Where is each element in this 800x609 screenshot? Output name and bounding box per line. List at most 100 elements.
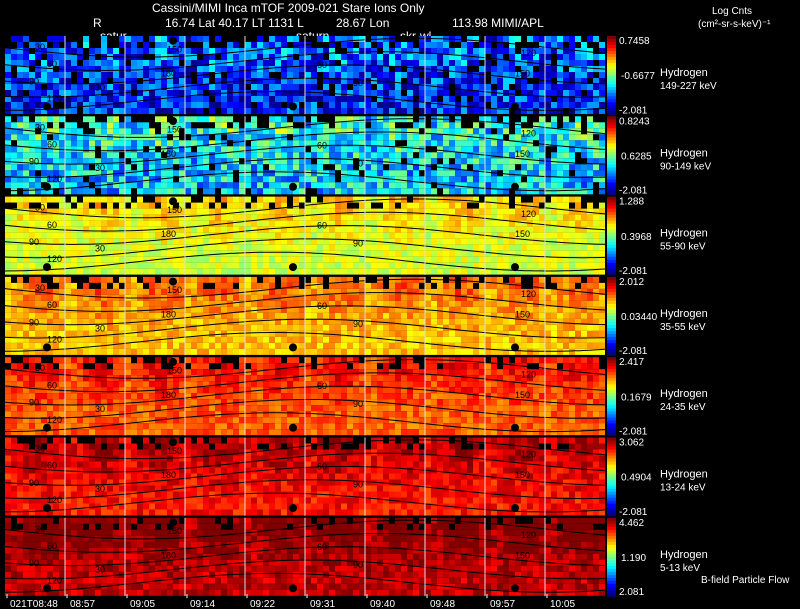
contour-label: 90: [29, 237, 39, 247]
pole-marker: [169, 357, 177, 366]
pole-marker: [511, 423, 519, 432]
contour-label: 30: [95, 404, 105, 414]
contour-label: 30: [35, 203, 45, 213]
energy-label: 90-149 keV: [660, 161, 711, 172]
contour-label: 60: [317, 60, 327, 70]
contour-label: 150: [167, 44, 182, 54]
contour-label: 60: [317, 542, 327, 552]
pole-marker: [511, 504, 519, 512]
contour-label: 30: [35, 283, 45, 293]
contour-label: 120: [521, 530, 536, 540]
contour-label: 150: [515, 390, 530, 400]
contour-label: 90: [353, 399, 363, 409]
colorbar-mid: 1.190: [621, 553, 646, 564]
contour-label: 60: [317, 221, 327, 231]
colorbar-7: 4.462 1.190 2.081: [607, 517, 646, 598]
contour-label: 150: [515, 470, 530, 480]
pole-marker: [289, 102, 297, 111]
colorbar-min: -2.081: [619, 346, 648, 357]
contour-label: 30: [35, 122, 45, 132]
panel-6: 3060901201501803060901201503.0620.4904-2…: [4, 437, 708, 518]
contour-label: 120: [521, 289, 536, 299]
colorbar-units-title: Log Cnts: [712, 6, 753, 17]
contour-label: 180: [161, 470, 176, 480]
colorbar-mid: 0.1679: [621, 392, 652, 403]
r-label: R: [93, 16, 102, 30]
species-label: Hydrogen: [660, 228, 708, 240]
pole-marker: [289, 584, 297, 593]
contour-label: 30: [35, 444, 45, 454]
bfield-legend: B-field Particle Flow: [701, 575, 790, 586]
colorbar-max: 0.7458: [619, 36, 650, 47]
colorbar-mid: 0.3968: [621, 232, 652, 243]
chart-title: Cassini/MIMI Inca mTOF 2009-021 Stare Io…: [152, 1, 425, 15]
pole-marker: [511, 263, 519, 272]
contour-label: 90: [353, 78, 363, 88]
contour-label: 60: [47, 59, 57, 69]
energy-label: 13-24 keV: [660, 483, 706, 494]
x-tick-label: 09:48: [430, 599, 455, 609]
contour-label: 90: [29, 317, 39, 327]
contour-label: 150: [515, 69, 530, 79]
colorbar-2: 0.8243 0.6285 -2.081: [607, 116, 652, 197]
colorbar-min: -2.081: [619, 266, 648, 277]
contour-label: 150: [515, 310, 530, 320]
contour-label: 120: [521, 209, 536, 219]
pole-marker: [43, 182, 51, 191]
contour-label: 30: [95, 484, 105, 494]
pole-marker: [169, 197, 177, 206]
contour-label: 30: [35, 42, 45, 52]
pole-marker: [289, 423, 297, 432]
contour-label: 30: [35, 524, 45, 534]
species-label: Hydrogen: [660, 308, 708, 320]
colorbar-3: 1.288 0.3968 -2.081: [607, 196, 652, 277]
pole-marker: [43, 584, 51, 593]
x-tick-label: 09:31: [310, 599, 335, 609]
contour-label: 150: [167, 366, 182, 376]
species-label: Hydrogen: [660, 147, 708, 159]
colorbar-max: 2.417: [619, 357, 644, 368]
x-tick-label: 09:14: [190, 599, 215, 609]
contour-label: 60: [47, 380, 57, 390]
contour-label: 60: [317, 140, 327, 150]
contour-label: 60: [47, 220, 57, 230]
colorbar-4: 2.012 0.03440 -2.081: [607, 276, 658, 357]
lon2-readout: 113.98 MIMI/APL: [452, 16, 544, 30]
pole-marker: [169, 36, 177, 45]
contour-label: 90: [29, 398, 39, 408]
contour-label: 30: [95, 565, 105, 575]
contour-label: 180: [161, 310, 176, 320]
contour-label: 120: [47, 335, 62, 345]
contour-label: 180: [161, 149, 176, 159]
pole-marker: [43, 263, 51, 272]
heatmap-cells: [5, 437, 605, 516]
lon-readout: 28.67 Lon: [336, 16, 390, 30]
pole-marker: [289, 343, 297, 352]
contour-label: 120: [47, 174, 62, 184]
colorbar-min: -2.081: [619, 186, 648, 197]
contour-label: 60: [47, 541, 57, 551]
contour-label: 60: [317, 381, 327, 391]
contour-label: 150: [515, 550, 530, 560]
contour-label: 150: [515, 229, 530, 239]
contour-label: 120: [47, 254, 62, 264]
contour-label: 150: [167, 526, 182, 536]
colorbar-min: -2.081: [619, 427, 648, 438]
species-label: Hydrogen: [660, 388, 708, 400]
frame-separators: [64, 36, 546, 115]
panel-5: 3060901201501803060901201502.4170.1679-2…: [4, 357, 708, 438]
colorbar-mid: 0.4904: [621, 473, 652, 484]
energy-label: 24-35 keV: [660, 402, 706, 413]
contour-label: 60: [317, 301, 327, 311]
contour-label: 90: [29, 558, 39, 568]
contour-label: 150: [167, 125, 182, 135]
x-tick-label: 08:57: [70, 599, 95, 609]
contour-label: 90: [29, 157, 39, 167]
contour-label: 180: [161, 229, 176, 239]
